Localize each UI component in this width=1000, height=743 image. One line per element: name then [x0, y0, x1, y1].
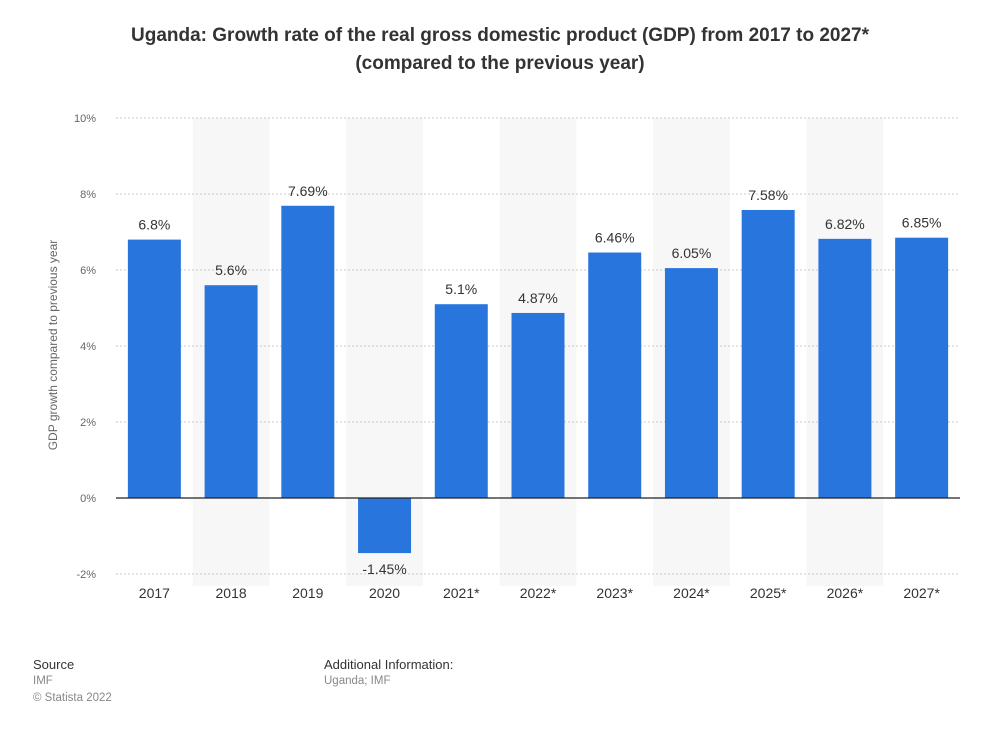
additional-info-heading: Additional Information: — [324, 657, 454, 672]
bars — [127, 205, 949, 554]
y-tick-label: 4% — [80, 341, 96, 353]
x-tick-label: 2022* — [520, 585, 557, 601]
x-tick-label: 2021* — [443, 585, 480, 601]
y-tick-label: 6% — [80, 265, 96, 277]
chart-title: Uganda: Growth rate of the real gross do… — [0, 22, 1000, 78]
data-label: 6.46% — [595, 230, 635, 246]
chart-title-line-2: (compared to the previous year) — [355, 53, 645, 74]
source-heading: Source — [33, 657, 75, 672]
x-tick-label: 2019 — [292, 585, 323, 601]
additional-info-block: Additional Information: Uganda; IMF — [324, 657, 453, 690]
chart-title-line-1: Uganda: Growth rate of the real gross do… — [131, 25, 869, 46]
data-label: 6.8% — [138, 217, 170, 233]
bar-chart: -2% 0% 2% 4% 6% 8% 10% 6.8% 5.6% 7.69% -1.45% 5.1%… — [74, 113, 960, 601]
bar[interactable] — [895, 237, 949, 498]
y-tick-label: 10% — [74, 113, 96, 125]
data-label: 6.85% — [902, 215, 942, 231]
data-label: 5.1% — [445, 281, 477, 297]
x-axis-ticks: 2017 2018 2019 2020 2021* 2022* 2023* 2024* 2025… — [139, 585, 941, 601]
data-label: 6.05% — [672, 245, 712, 261]
bar[interactable] — [741, 209, 795, 498]
additional-info-value: Uganda; IMF — [324, 675, 391, 687]
bar[interactable] — [434, 304, 488, 498]
data-label: 5.6% — [215, 262, 247, 278]
y-tick-label: -2% — [76, 569, 96, 581]
x-tick-label: 2027* — [903, 585, 940, 601]
data-label: 4.87% — [518, 290, 558, 306]
bar[interactable] — [511, 312, 565, 498]
y-axis-label: GDP growth compared to previous year — [46, 239, 60, 451]
x-tick-label: 2025* — [750, 585, 787, 601]
data-label: 6.82% — [825, 216, 865, 232]
bar[interactable] — [664, 268, 718, 498]
data-label: 7.69% — [288, 183, 328, 199]
x-tick-label: 2020 — [369, 585, 400, 601]
x-tick-label: 2026* — [827, 585, 864, 601]
y-tick-label: 2% — [80, 417, 96, 429]
source-value: IMF — [33, 675, 53, 687]
data-label: 7.58% — [748, 187, 788, 203]
data-labels: 6.8% 5.6% 7.69% -1.45% 5.1% 4.87% 6.46% 6.05% 7.… — [138, 183, 941, 577]
x-tick-label: 2017 — [139, 585, 170, 601]
x-tick-label: 2018 — [216, 585, 247, 601]
copyright: © Statista 2022 — [33, 692, 112, 704]
bar[interactable] — [588, 252, 642, 498]
bar[interactable] — [204, 285, 258, 498]
bar[interactable] — [127, 239, 181, 498]
y-tick-label: 0% — [80, 493, 96, 505]
data-label: -1.45% — [362, 561, 406, 577]
x-tick-label: 2023* — [596, 585, 633, 601]
x-tick-label: 2024* — [673, 585, 710, 601]
bar[interactable] — [358, 498, 412, 554]
y-tick-label: 8% — [80, 189, 96, 201]
source-block: Source IMF © Statista 2022 — [33, 657, 112, 707]
bar[interactable] — [281, 205, 335, 498]
y-axis-ticks: -2% 0% 2% 4% 6% 8% 10% — [74, 113, 96, 581]
bar[interactable] — [818, 238, 872, 498]
